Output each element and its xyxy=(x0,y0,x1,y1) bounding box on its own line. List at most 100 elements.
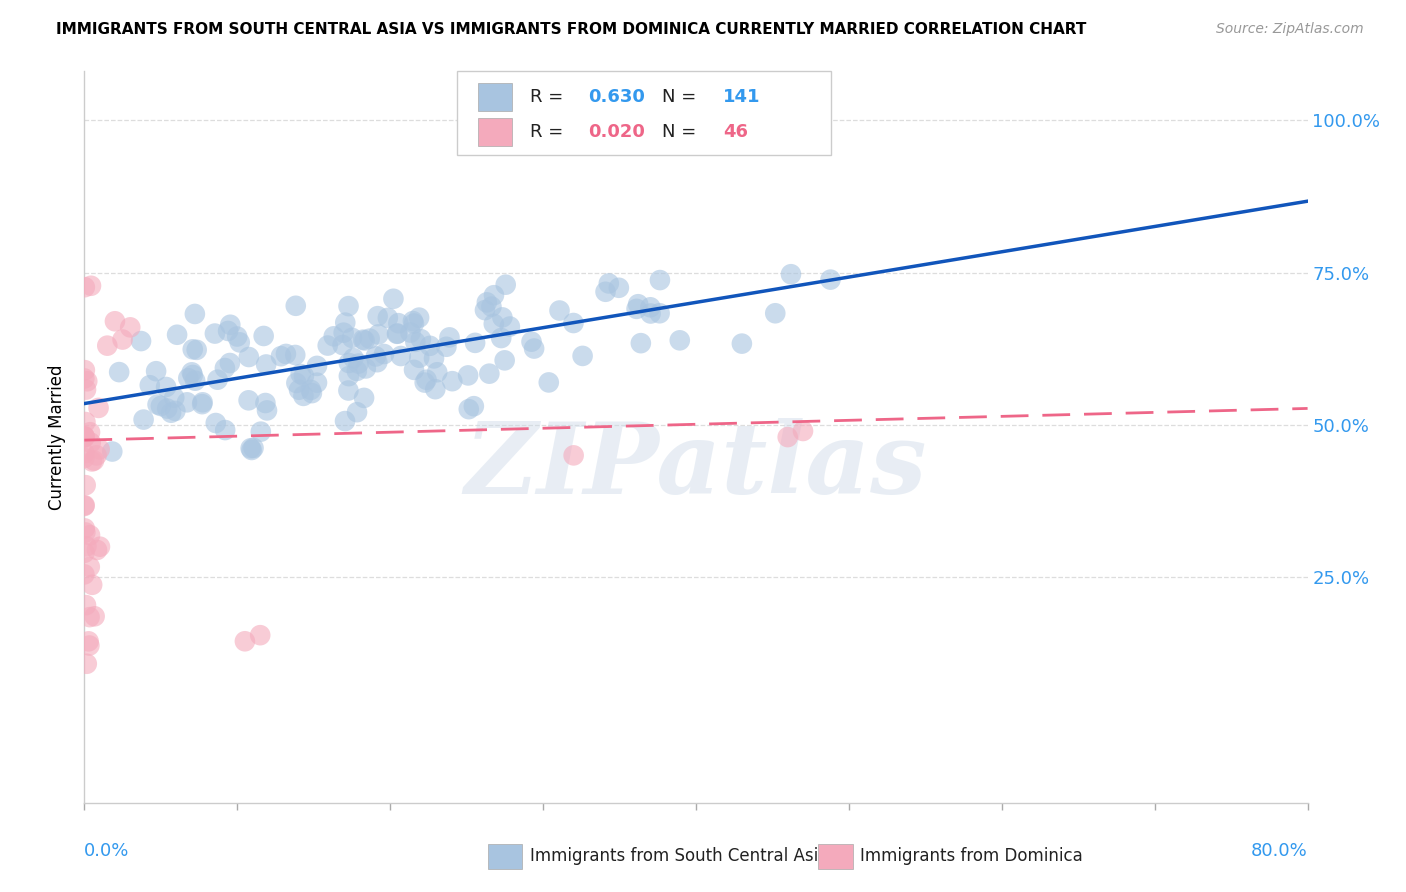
Point xyxy=(73,429,96,443)
Point xyxy=(415,373,437,387)
Point xyxy=(155,380,177,394)
Point xyxy=(79,528,101,542)
Point xyxy=(776,430,799,444)
Point xyxy=(284,299,307,313)
Point xyxy=(87,401,110,415)
Point xyxy=(75,415,97,429)
Point xyxy=(149,399,172,413)
Point xyxy=(73,371,96,385)
Point xyxy=(399,326,422,340)
Point xyxy=(156,401,179,416)
Text: R =: R = xyxy=(530,123,568,141)
Point xyxy=(404,334,426,349)
Point xyxy=(240,442,263,457)
Point xyxy=(80,278,103,293)
Point xyxy=(132,412,155,426)
Point xyxy=(441,374,464,388)
Point xyxy=(146,397,169,411)
Point xyxy=(562,316,585,330)
Point xyxy=(160,406,183,420)
Point xyxy=(367,309,389,323)
Point xyxy=(402,314,425,328)
Text: 0.020: 0.020 xyxy=(588,123,645,141)
Point xyxy=(77,634,100,648)
Point xyxy=(254,396,277,410)
Point xyxy=(337,299,360,313)
Point xyxy=(163,391,186,405)
Point xyxy=(387,326,409,341)
Point xyxy=(409,332,432,346)
Point xyxy=(595,285,617,299)
Point xyxy=(352,333,374,347)
Point xyxy=(607,281,630,295)
Point xyxy=(292,389,315,403)
Point xyxy=(184,307,207,321)
Point xyxy=(204,416,226,430)
Point xyxy=(626,301,648,316)
Point xyxy=(366,355,388,369)
Point xyxy=(648,306,671,320)
Point xyxy=(426,365,449,379)
Point xyxy=(249,628,271,642)
Point xyxy=(204,326,226,341)
Point xyxy=(630,336,652,351)
Point xyxy=(288,383,311,397)
Point xyxy=(353,334,375,348)
Point xyxy=(73,429,96,443)
Point xyxy=(520,334,543,349)
Point xyxy=(548,303,571,318)
Point xyxy=(359,332,381,346)
Point xyxy=(316,338,339,352)
Point xyxy=(332,326,354,340)
Point xyxy=(474,303,496,318)
Point xyxy=(238,350,260,364)
Point xyxy=(101,444,124,458)
Point xyxy=(129,334,152,348)
Point xyxy=(322,329,344,343)
Point xyxy=(75,539,97,553)
Point xyxy=(226,329,249,343)
Point xyxy=(238,393,260,408)
Point xyxy=(346,405,368,419)
Point xyxy=(408,351,430,365)
Point xyxy=(408,310,430,325)
Point xyxy=(305,359,328,373)
Point xyxy=(382,292,405,306)
Point xyxy=(335,316,357,330)
Point xyxy=(253,329,276,343)
Text: N =: N = xyxy=(662,123,702,141)
Bar xyxy=(818,844,852,869)
Point xyxy=(780,267,803,281)
Point xyxy=(73,450,96,465)
Point xyxy=(73,431,96,445)
Text: 0.0%: 0.0% xyxy=(84,842,129,860)
Point xyxy=(333,414,356,428)
Point xyxy=(104,314,127,328)
Point xyxy=(285,376,308,390)
Point xyxy=(436,340,458,354)
Point xyxy=(731,336,754,351)
Point xyxy=(290,367,312,381)
Point xyxy=(419,339,441,353)
Point xyxy=(76,657,98,671)
Point xyxy=(537,376,560,390)
Point xyxy=(191,395,214,409)
Point xyxy=(364,350,387,364)
Point xyxy=(207,373,229,387)
Point xyxy=(648,273,671,287)
Text: R =: R = xyxy=(530,88,568,106)
Point xyxy=(108,365,131,379)
Point xyxy=(463,399,485,413)
Point xyxy=(166,327,188,342)
Point xyxy=(425,382,447,396)
Point xyxy=(598,277,620,291)
Point xyxy=(346,364,368,378)
Point xyxy=(373,347,395,361)
Point xyxy=(292,368,315,383)
Point xyxy=(218,356,240,370)
Point xyxy=(340,331,363,345)
Text: ZIPatlas: ZIPatlas xyxy=(465,418,927,515)
Point xyxy=(489,331,512,345)
Text: IMMIGRANTS FROM SOUTH CENTRAL ASIA VS IMMIGRANTS FROM DOMINICA CURRENTLY MARRIED: IMMIGRANTS FROM SOUTH CENTRAL ASIA VS IM… xyxy=(56,22,1087,37)
Point xyxy=(254,358,277,372)
